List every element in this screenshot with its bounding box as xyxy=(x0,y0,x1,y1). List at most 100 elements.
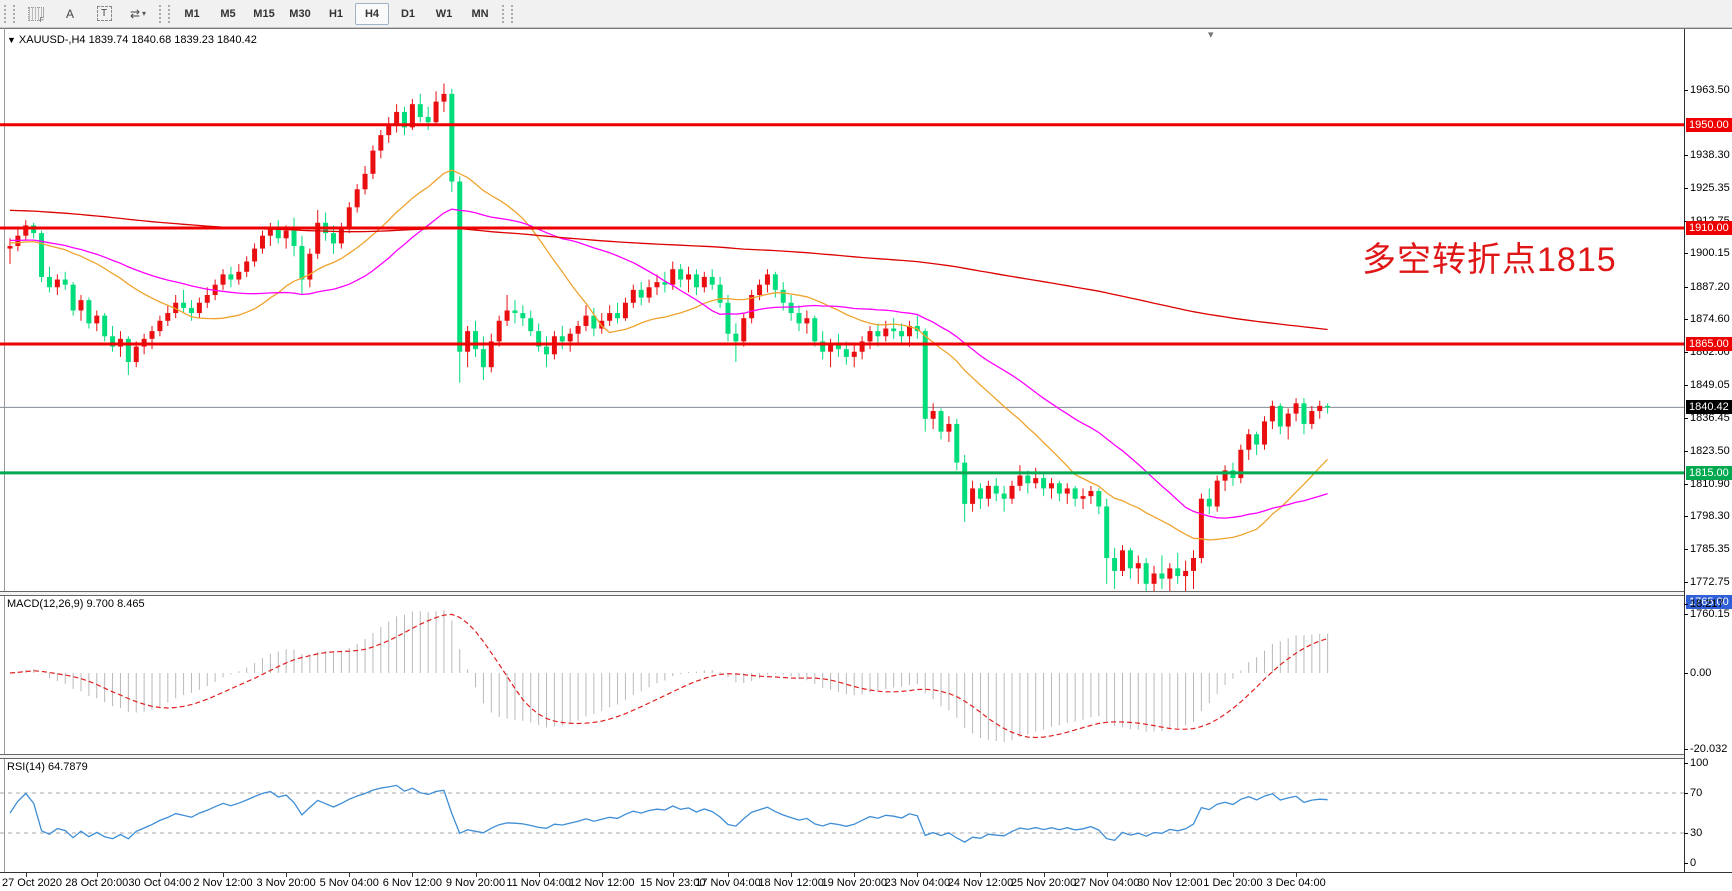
price-tick-label: 1900.15 xyxy=(1690,247,1730,260)
candle-body xyxy=(701,276,707,288)
candle-body xyxy=(733,333,739,342)
candle-body xyxy=(1119,550,1125,571)
candle-body xyxy=(204,295,210,303)
price-chart-canvas[interactable] xyxy=(0,29,1684,591)
candle-body xyxy=(181,302,187,308)
macd-panel-canvas[interactable] xyxy=(0,594,1684,754)
candle-body xyxy=(1048,483,1054,489)
candle-body xyxy=(520,313,526,319)
candle-body xyxy=(591,315,597,329)
toolbar-grip[interactable] xyxy=(4,4,15,23)
candle-body xyxy=(196,302,202,314)
time-tick-label: 2 Nov 12:00 xyxy=(193,877,253,889)
candle-body xyxy=(362,173,368,190)
time-tick-mark xyxy=(159,873,161,877)
candle-body xyxy=(283,230,289,239)
toolbar-grip[interactable] xyxy=(502,4,513,23)
candle-body xyxy=(812,318,818,342)
candle-body xyxy=(741,318,747,342)
candle-body xyxy=(1056,483,1062,494)
tf-button-d1[interactable]: D1 xyxy=(400,7,416,20)
candle-body xyxy=(835,344,841,350)
candle-body xyxy=(244,261,250,272)
price-tick-label: 1798.30 xyxy=(1690,510,1730,522)
chart-window: ▼ XAUUSD-,H4 1839.74 1840.68 1839.23 1840… xyxy=(0,28,1732,891)
macd-values: 9.700 8.465 xyxy=(86,598,145,610)
candle-body xyxy=(1096,490,1102,507)
candle-body xyxy=(457,181,463,352)
time-tick-mark xyxy=(349,873,351,877)
candle-body xyxy=(709,276,715,285)
price-tick-mark xyxy=(1684,253,1688,255)
time-tick-label: 28 Oct 20:00 xyxy=(65,877,129,889)
candle-body xyxy=(236,271,242,280)
candle-body xyxy=(970,488,976,504)
time-tick-label: 3 Nov 20:00 xyxy=(256,877,316,889)
tf-button-mn[interactable]: MN xyxy=(471,7,489,20)
tf-button-m1[interactable]: M1 xyxy=(184,7,200,20)
candle-body xyxy=(859,341,865,352)
candle-body xyxy=(559,336,565,342)
price-tick-mark xyxy=(1684,319,1688,321)
candle-body xyxy=(662,282,668,285)
time-tick-mark xyxy=(1043,873,1045,877)
text-box-button[interactable]: T xyxy=(88,3,120,25)
tf-button-m30[interactable]: M30 xyxy=(289,7,311,20)
rsi-panel-canvas[interactable] xyxy=(0,757,1684,872)
candle-body xyxy=(39,233,45,277)
candle-body xyxy=(1175,568,1181,577)
price-tick-mark xyxy=(1684,549,1688,551)
candle-body xyxy=(843,349,849,357)
candle-body xyxy=(1033,478,1039,484)
macd-tick-mark xyxy=(1684,673,1688,674)
candle-body xyxy=(220,274,226,285)
candle-body xyxy=(78,300,84,311)
candle-body xyxy=(1159,573,1165,579)
symbol-dropdown-icon[interactable]: ▼ xyxy=(7,35,16,45)
candle-body xyxy=(977,488,983,499)
panel-separator[interactable] xyxy=(0,591,1684,596)
tf-button-h4[interactable]: H4 xyxy=(355,2,389,25)
candle-body xyxy=(615,313,621,319)
rsi-value: 64.7879 xyxy=(47,761,88,773)
candle-body xyxy=(86,300,92,324)
objects-button[interactable]: ⇄ ▾ xyxy=(122,3,154,25)
tf-button-h1[interactable]: H1 xyxy=(328,7,344,20)
time-tick-label: 3 Dec 04:00 xyxy=(1266,877,1326,889)
candle-body xyxy=(1025,475,1031,484)
tf-button-m5[interactable]: M5 xyxy=(220,7,236,20)
price-tick-label: 1849.05 xyxy=(1690,379,1730,392)
tf-button-m15[interactable]: M15 xyxy=(253,7,275,20)
candle-body xyxy=(441,93,447,102)
panel-separator[interactable] xyxy=(0,754,1684,759)
candle-body xyxy=(165,313,171,321)
candle-body xyxy=(23,225,29,236)
candle-body xyxy=(228,274,234,280)
toolbar-grip[interactable] xyxy=(159,4,170,23)
candle-body xyxy=(149,331,155,339)
candle-body xyxy=(449,93,455,182)
time-tick-mark xyxy=(475,873,477,877)
candle-body xyxy=(1080,496,1086,499)
profile-grid-button[interactable]: F xyxy=(20,3,52,25)
time-tick-mark xyxy=(727,873,729,877)
time-tick-label: 24 Nov 12:00 xyxy=(947,877,1014,889)
candle-body xyxy=(394,111,400,125)
rsi-tick-mark xyxy=(1684,833,1688,834)
candle-body xyxy=(891,328,897,332)
chart-shift-marker-icon[interactable]: ▾ xyxy=(1208,29,1214,41)
macd-tick-mark xyxy=(1684,748,1688,750)
rsi-line xyxy=(9,784,1328,843)
hline-price-label: 1950.00 xyxy=(1686,117,1732,132)
candle-body xyxy=(820,341,826,352)
price-tick-mark xyxy=(1684,385,1688,387)
time-tick-mark xyxy=(854,873,856,877)
rsi-tick-mark xyxy=(1684,793,1688,794)
candle-body xyxy=(607,313,613,321)
tf-button-w1[interactable]: W1 xyxy=(435,7,453,20)
time-tick-mark xyxy=(672,873,674,877)
rsi-tick-mark xyxy=(1684,863,1688,864)
candle-body xyxy=(54,279,60,288)
time-tick-label: 30 Oct 04:00 xyxy=(128,877,192,889)
text-annotation-button[interactable]: A xyxy=(54,3,86,25)
